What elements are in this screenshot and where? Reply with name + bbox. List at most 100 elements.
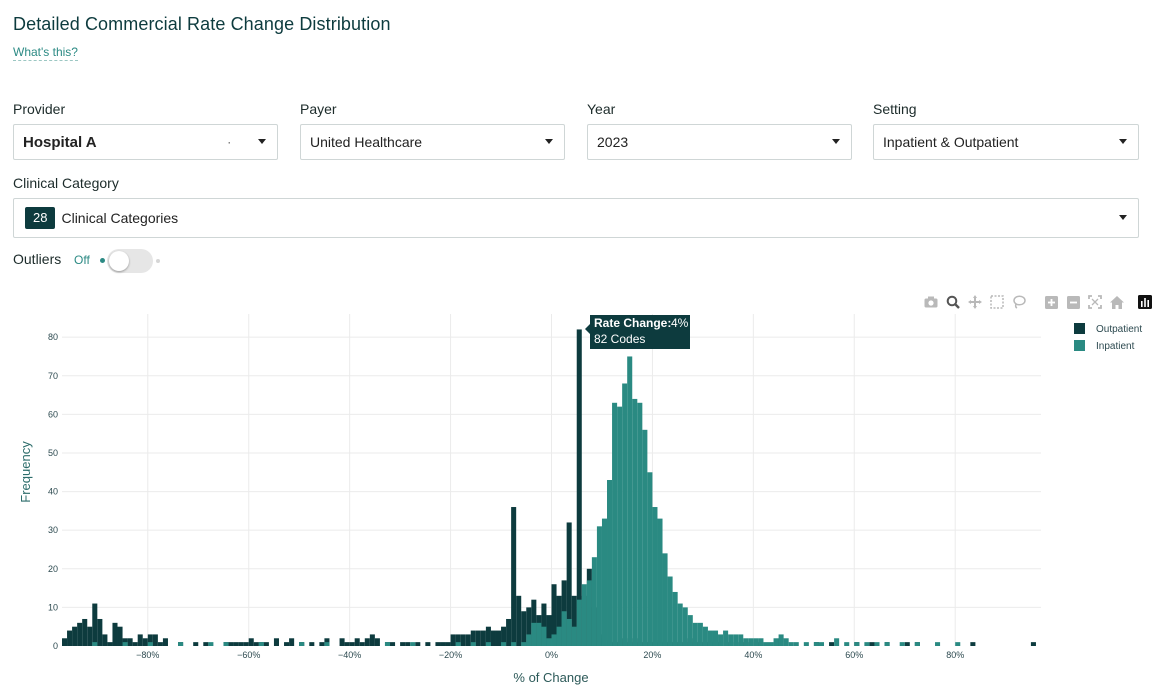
- bar-inpatient[interactable]: [637, 402, 643, 646]
- bar-outpatient[interactable]: [576, 329, 582, 646]
- plotly-logo-icon[interactable]: [1134, 292, 1156, 312]
- bar-outpatient[interactable]: [571, 595, 577, 646]
- bar-inpatient[interactable]: [723, 630, 729, 646]
- bar-inpatient[interactable]: [470, 642, 476, 646]
- bar-inpatient[interactable]: [763, 642, 769, 646]
- bar-outpatient[interactable]: [354, 638, 360, 646]
- bar-inpatient[interactable]: [147, 642, 153, 646]
- outliers-toggle[interactable]: [107, 249, 153, 273]
- bar-outpatient[interactable]: [526, 607, 532, 646]
- bar-inpatient[interactable]: [914, 642, 920, 646]
- bar-outpatient[interactable]: [253, 642, 259, 646]
- bar-inpatient[interactable]: [571, 626, 577, 646]
- bar-inpatient[interactable]: [551, 634, 557, 646]
- bar-outpatient[interactable]: [551, 584, 557, 646]
- bar-outpatient[interactable]: [465, 634, 471, 646]
- bar-inpatient[interactable]: [854, 642, 860, 646]
- provider-select[interactable]: Hospital A ·: [13, 124, 278, 160]
- bar-inpatient[interactable]: [677, 603, 683, 646]
- bar-outpatient[interactable]: [516, 595, 522, 646]
- bar-outpatient[interactable]: [405, 642, 411, 646]
- bar-outpatient[interactable]: [193, 642, 199, 646]
- zoom-icon[interactable]: [942, 292, 964, 312]
- bar-outpatient[interactable]: [480, 630, 486, 646]
- bar-inpatient[interactable]: [541, 626, 547, 646]
- bar-inpatient[interactable]: [662, 553, 668, 646]
- bar-outpatient[interactable]: [62, 638, 68, 646]
- bar-outpatient[interactable]: [501, 626, 507, 646]
- bar-outpatient[interactable]: [1030, 642, 1036, 646]
- bar-outpatient[interactable]: [243, 642, 249, 646]
- bar-inpatient[interactable]: [682, 607, 688, 646]
- bar-outpatient[interactable]: [374, 638, 380, 646]
- bar-inpatient[interactable]: [718, 634, 724, 646]
- bar-outpatient[interactable]: [511, 507, 517, 646]
- bar-outpatient[interactable]: [829, 642, 835, 646]
- bar-outpatient[interactable]: [82, 618, 88, 646]
- histogram-chart[interactable]: 0 10 20 30 40 50 60 70 80 −80% −60% −40% −20% 0% 20% 40…: [0, 300, 1173, 695]
- bar-inpatient[interactable]: [935, 642, 941, 646]
- bar-outpatient[interactable]: [556, 595, 562, 646]
- bar-outpatient[interactable]: [203, 642, 209, 646]
- bar-outpatient[interactable]: [238, 642, 244, 646]
- bar-outpatient[interactable]: [390, 642, 396, 646]
- bar-outpatient[interactable]: [87, 626, 93, 646]
- camera-icon[interactable]: [920, 292, 942, 312]
- bar-inpatient[interactable]: [501, 642, 507, 646]
- bar-outpatient[interactable]: [248, 638, 254, 646]
- bar-inpatient[interactable]: [511, 642, 517, 646]
- bar-outpatient[interactable]: [97, 618, 103, 646]
- bar-outpatient[interactable]: [455, 634, 461, 646]
- bar-inpatient[interactable]: [576, 599, 582, 646]
- bar-inpatient[interactable]: [581, 584, 587, 646]
- bar-inpatient[interactable]: [692, 622, 698, 646]
- help-link[interactable]: What's this?: [13, 45, 78, 61]
- bar-outpatient[interactable]: [102, 634, 108, 646]
- bar-inpatient[interactable]: [818, 642, 825, 646]
- bar-inpatient[interactable]: [299, 642, 305, 646]
- bar-outpatient[interactable]: [142, 638, 148, 646]
- bar-inpatient[interactable]: [697, 622, 703, 646]
- bar-outpatient[interactable]: [117, 626, 123, 646]
- bar-inpatient[interactable]: [783, 638, 789, 646]
- bar-inpatient[interactable]: [672, 591, 678, 646]
- box-select-icon[interactable]: [986, 292, 1008, 312]
- bar-outpatient[interactable]: [400, 642, 406, 646]
- bar-inpatient[interactable]: [178, 642, 184, 646]
- bar-inpatient[interactable]: [627, 356, 633, 646]
- bar-outpatient[interactable]: [152, 634, 158, 646]
- bar-inpatient[interactable]: [410, 642, 416, 646]
- bar-inpatient[interactable]: [607, 480, 613, 646]
- bar-outpatient[interactable]: [541, 603, 547, 646]
- bar-inpatient[interactable]: [546, 638, 552, 646]
- bar-inpatient[interactable]: [455, 642, 461, 646]
- bar-outpatient[interactable]: [359, 642, 365, 646]
- bar-outpatient[interactable]: [107, 642, 113, 646]
- bar-inpatient[interactable]: [652, 507, 658, 646]
- bar-outpatient[interactable]: [869, 642, 875, 646]
- year-select[interactable]: 2023: [587, 124, 852, 160]
- bar-outpatient[interactable]: [415, 642, 421, 646]
- bar-outpatient[interactable]: [147, 634, 153, 646]
- bar-inpatient[interactable]: [632, 398, 638, 646]
- bar-outpatient[interactable]: [228, 642, 234, 646]
- bar-outpatient[interactable]: [475, 630, 481, 646]
- bar-inpatient[interactable]: [92, 642, 98, 646]
- bar-inpatient[interactable]: [591, 557, 597, 646]
- bar-inpatient[interactable]: [733, 634, 739, 646]
- bar-outpatient[interactable]: [284, 642, 290, 646]
- zoom-out-icon[interactable]: [1062, 292, 1084, 312]
- bar-outpatient[interactable]: [309, 642, 315, 646]
- bar-outpatient[interactable]: [67, 630, 73, 646]
- bar-inpatient[interactable]: [223, 642, 229, 646]
- bar-inpatient[interactable]: [728, 634, 734, 646]
- bar-inpatient[interactable]: [768, 642, 774, 646]
- bar-inpatient[interactable]: [899, 642, 905, 646]
- payer-select[interactable]: United Healthcare: [300, 124, 565, 160]
- bar-inpatient[interactable]: [738, 634, 744, 646]
- bar-outpatient[interactable]: [521, 611, 527, 646]
- bar-inpatient[interactable]: [622, 383, 628, 646]
- bar-outpatient[interactable]: [132, 642, 138, 646]
- bar-inpatient[interactable]: [208, 642, 214, 646]
- bar-inpatient[interactable]: [556, 626, 562, 646]
